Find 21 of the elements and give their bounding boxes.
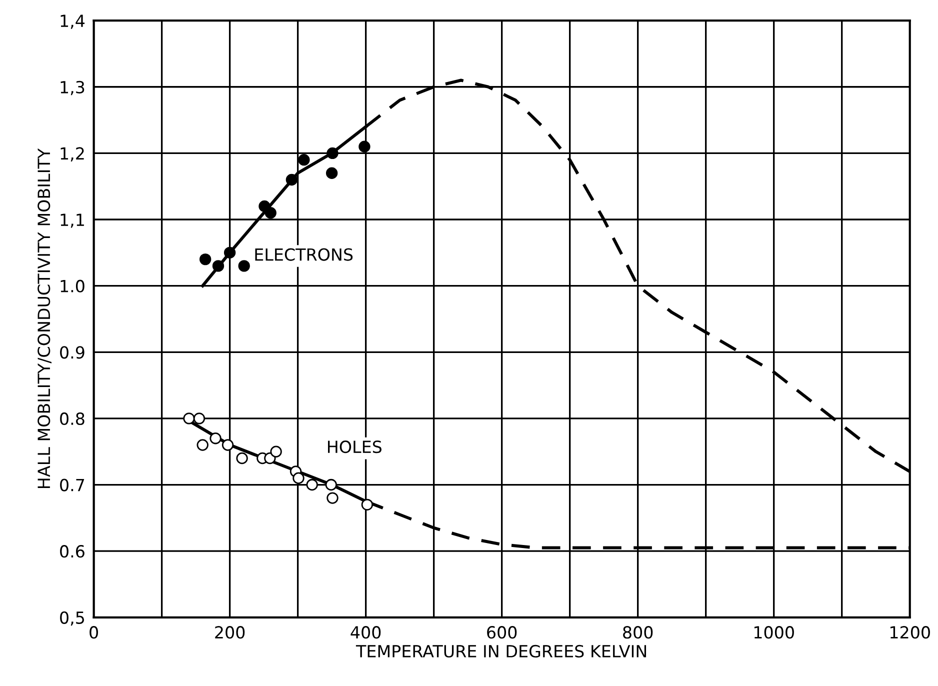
x-tick-label: 600 [487,626,517,639]
y-tick-label: 1.0 [60,280,84,292]
y-tick-label: 1,4 [60,14,85,29]
x-tick-label: 1200 [890,626,930,639]
y-tick-label: 0.9 [60,346,84,359]
y-tick-label: 1,3 [60,80,84,96]
x-tick-label: 800 [623,626,653,639]
y-tick-label: 0,5 [60,611,84,626]
y-tick-label: 0.8 [60,412,84,426]
series-label: ELECTRONS [255,248,353,261]
x-tick-label: 1000 [754,626,794,639]
x-tick-label: 400 [350,626,381,639]
x-tick-label: 0 [90,626,98,639]
y-axis-title: HALL MOBILITY/CONDUCTIVITY MOBILITY [38,148,52,488]
y-tick-label: 1,1 [60,214,84,228]
series-label: HOLES [328,440,382,454]
y-tick-label: 1,2 [60,147,84,162]
y-tick-label: 0.7 [60,478,84,492]
x-tick-label: 200 [215,626,245,639]
y-tick-label: 0.6 [60,545,84,558]
x-axis-title: TEMPERATURE IN DEGREES KELVIN [356,644,646,658]
